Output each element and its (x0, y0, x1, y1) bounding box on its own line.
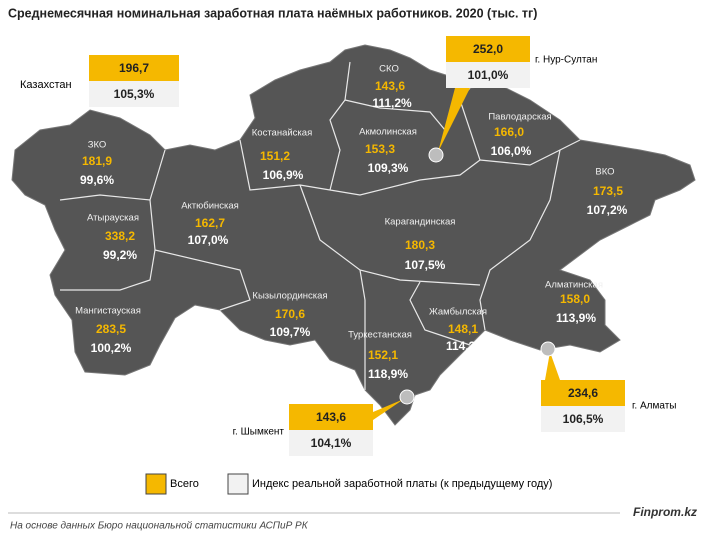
region-index: 99,6% (80, 173, 114, 187)
legend-index: Индекс реальной заработной платы (к пред… (252, 478, 552, 490)
city-name: г. Алматы (632, 401, 676, 412)
legend-total: Всего (170, 478, 199, 490)
region-name: Акмолинская (359, 127, 417, 138)
pointer (373, 399, 404, 420)
region-salary: 143,6 (375, 79, 405, 93)
region-index: 107,2% (587, 203, 628, 217)
index-box (446, 62, 530, 88)
city-name: г. Нур-Султан (535, 55, 597, 66)
region-index: 118,9% (368, 367, 408, 381)
pointer (545, 352, 560, 380)
country-shape (11, 44, 696, 426)
region-index: 113,9% (556, 311, 596, 325)
region-salary: 158,0 (560, 292, 590, 306)
legend-swatch-total (145, 473, 167, 495)
country-name: Казахстан (20, 79, 72, 91)
city-name: г. Шымкент (233, 427, 285, 438)
region-salary: 173,5 (593, 184, 623, 198)
salary-box (289, 404, 373, 430)
region-index: 109,3% (368, 161, 409, 175)
box-salary: 143,6 (316, 410, 346, 424)
region-index: 114,3% (446, 339, 486, 353)
region-salary: 166,0 (494, 125, 524, 139)
region-borders (59, 61, 581, 390)
region-index: 106,9% (263, 168, 304, 182)
box-index: 105,3% (114, 87, 155, 101)
region-salary: 338,2 (105, 229, 135, 243)
index-box (289, 430, 373, 456)
salary-box (446, 36, 530, 62)
region-name: Актюбинская (181, 201, 239, 212)
region-index: 107,5% (405, 258, 446, 272)
salary-box (89, 55, 179, 81)
city-dot (399, 389, 415, 405)
legend-swatch-index (227, 473, 249, 495)
region-name: Жамбылская (429, 307, 487, 318)
region-name: СКО (379, 64, 399, 75)
region-salary: 152,1 (368, 348, 398, 362)
box-salary: 196,7 (119, 61, 149, 75)
salary-box (541, 380, 625, 406)
region-name: Карагандинская (385, 217, 456, 228)
region-index: 111,2% (372, 96, 412, 110)
source: На основе данных Бюро национальной стати… (10, 521, 309, 532)
region-name: ЗКО (88, 140, 107, 151)
region-name: Павлодарская (488, 112, 551, 123)
region-name: Туркестанская (348, 330, 412, 341)
region-index: 100,2% (91, 341, 132, 355)
region-salary: 153,3 (365, 142, 395, 156)
box-index: 101,0% (468, 68, 509, 82)
city-dot (428, 147, 444, 163)
pointer (438, 88, 470, 152)
box-index: 104,1% (311, 436, 352, 450)
region-salary: 148,1 (448, 322, 478, 336)
region-salary: 283,5 (96, 322, 126, 336)
region-index: 107,0% (188, 233, 229, 247)
box-salary: 252,0 (473, 42, 503, 56)
index-box (541, 406, 625, 432)
region-index: 99,2% (103, 248, 137, 262)
region-salary: 151,2 (260, 149, 290, 163)
region-name: Костанайская (252, 128, 312, 139)
box-salary: 234,6 (568, 386, 598, 400)
region-salary: 181,9 (82, 154, 112, 168)
city-dot (540, 341, 556, 357)
region-name: Мангистауская (75, 306, 141, 317)
region-index: 106,0% (491, 144, 532, 158)
title: Среднемесячная номинальная заработная пл… (8, 6, 537, 20)
region-name: Алматинская (545, 280, 603, 291)
region-name: Кызылординская (252, 291, 327, 302)
brand: Finprom.kz (633, 505, 697, 519)
index-box (89, 81, 179, 107)
region-index: 109,7% (270, 325, 311, 339)
region-salary: 170,6 (275, 307, 305, 321)
region-salary: 162,7 (195, 216, 225, 230)
region-name: ВКО (595, 167, 614, 178)
region-salary: 180,3 (405, 238, 435, 252)
region-name: Атырауская (87, 213, 139, 224)
box-index: 106,5% (563, 412, 604, 426)
